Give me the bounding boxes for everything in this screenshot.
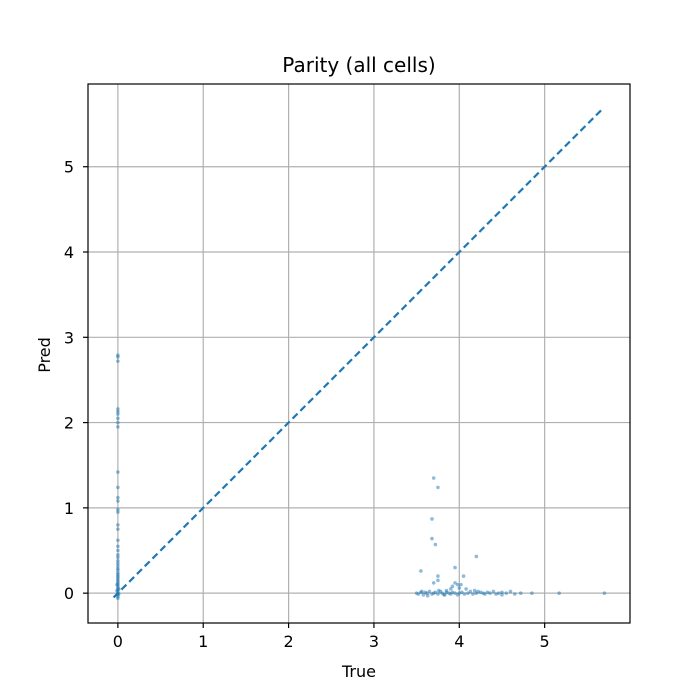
data-point: [425, 593, 430, 598]
data-point: [116, 407, 120, 411]
scatter-points: [115, 353, 607, 601]
data-point: [116, 552, 120, 557]
data-point: [437, 588, 441, 593]
data-point: [116, 425, 120, 429]
data-point: [491, 589, 496, 594]
data-point: [421, 593, 426, 597]
data-point: [116, 485, 120, 490]
data-point: [448, 587, 453, 591]
data-point: [116, 592, 121, 596]
data-point: [116, 495, 120, 500]
data-point: [453, 581, 457, 585]
chart-title: Parity (all cells): [282, 53, 435, 77]
data-point: [116, 499, 120, 503]
y-axis-label: Pred: [35, 337, 54, 373]
data-point: [116, 527, 120, 531]
data-point: [116, 548, 120, 553]
axes-frame: [87, 83, 631, 624]
data-point: [468, 589, 473, 594]
data-point: [471, 592, 475, 596]
data-point: [442, 593, 447, 597]
ticks-layer: 0 1 2 3 4 5 0 1 2 3 4 5: [64, 158, 550, 651]
data-point: [115, 588, 119, 593]
y-tick-label: 4: [64, 243, 74, 262]
data-point: [461, 574, 466, 578]
y-tick-label: 5: [64, 158, 74, 177]
data-point: [436, 592, 440, 596]
x-axis-label: True: [341, 662, 376, 681]
data-point: [496, 591, 501, 595]
data-point: [436, 485, 440, 490]
data-point: [450, 584, 455, 589]
data-point: [474, 554, 479, 559]
data-point: [518, 591, 523, 595]
data-point: [431, 476, 436, 480]
data-point: [530, 591, 534, 595]
data-point: [116, 409, 120, 414]
y-tick-label: 0: [64, 584, 74, 603]
data-point: [116, 416, 120, 421]
y-tick-label: 1: [64, 499, 74, 518]
data-point: [504, 591, 509, 595]
y-tick-label: 2: [64, 414, 74, 433]
data-point: [416, 592, 421, 596]
data-point: [116, 470, 120, 474]
data-point: [508, 589, 513, 594]
data-point: [460, 590, 464, 595]
data-point: [116, 558, 120, 563]
data-point: [419, 589, 424, 594]
data-point: [116, 555, 120, 560]
data-point: [116, 564, 120, 568]
data-point: [116, 544, 120, 549]
data-point: [116, 568, 120, 572]
data-point: [116, 412, 120, 416]
data-point: [433, 590, 438, 595]
data-point: [116, 420, 120, 425]
data-point: [116, 523, 120, 527]
data-point: [116, 355, 120, 359]
data-point: [427, 589, 432, 594]
data-point: [453, 591, 457, 595]
x-tick-label: 5: [540, 632, 550, 651]
parity-line: [112, 108, 603, 599]
x-tick-label: 4: [454, 632, 464, 651]
data-point: [115, 582, 119, 587]
data-point: [433, 542, 438, 547]
data-point: [455, 582, 460, 587]
x-tick-label: 3: [369, 632, 379, 651]
x-tick-label: 1: [198, 632, 208, 651]
data-point: [116, 359, 120, 363]
data-point: [116, 561, 120, 566]
data-point: [602, 591, 607, 595]
data-point: [500, 590, 504, 595]
data-point: [512, 592, 517, 596]
data-point: [457, 586, 462, 590]
data-point: [436, 578, 440, 583]
data-point: [116, 538, 120, 543]
data-point: [419, 569, 423, 573]
data-point: [116, 507, 120, 512]
data-point: [500, 593, 504, 597]
data-point: [462, 592, 467, 596]
data-point: [430, 517, 434, 521]
data-point: [430, 536, 434, 541]
data-point: [466, 591, 470, 595]
y-tick-label: 3: [64, 328, 74, 347]
grid-layer: [88, 84, 630, 623]
data-point: [557, 591, 561, 595]
data-point: [488, 591, 492, 595]
data-point: [472, 588, 477, 593]
data-point: [483, 592, 487, 596]
data-point: [453, 565, 457, 570]
data-point: [431, 581, 436, 585]
x-tick-label: 2: [283, 632, 293, 651]
data-point: [436, 574, 440, 578]
data-point: [116, 510, 120, 514]
data-point: [464, 587, 468, 591]
data-point: [459, 582, 463, 587]
data-point: [116, 596, 120, 601]
x-tick-label: 0: [113, 632, 123, 651]
